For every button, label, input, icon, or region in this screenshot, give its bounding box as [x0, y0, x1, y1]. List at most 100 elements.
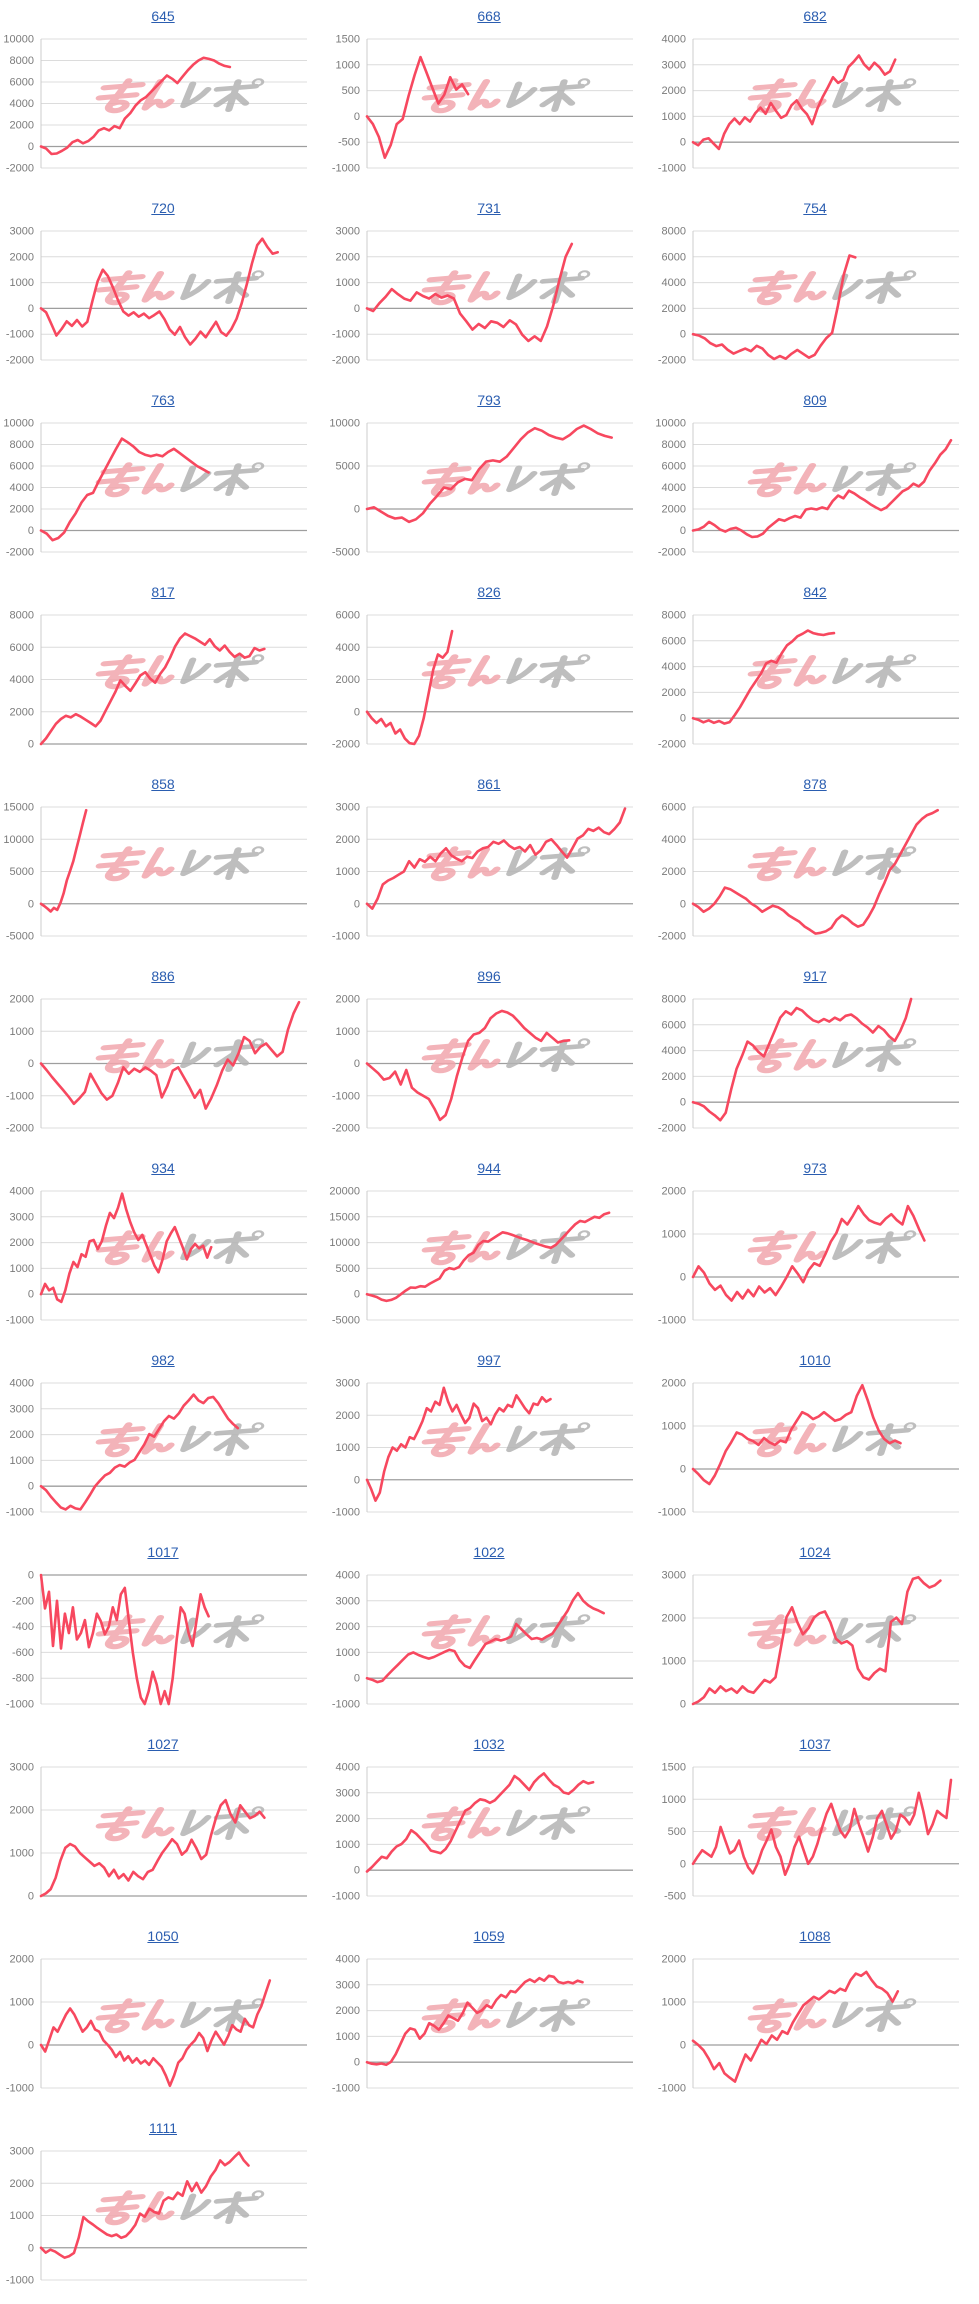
chart-title-link[interactable]: 645: [151, 8, 175, 24]
chart-title-link[interactable]: 731: [477, 200, 501, 216]
watermark-re-stroke: [832, 81, 864, 109]
chart-title-link[interactable]: 858: [151, 776, 175, 792]
watermark-po-stroke: [539, 2012, 563, 2028]
watermark-n-stroke: [467, 1999, 501, 2031]
chart-title-link[interactable]: 682: [803, 8, 827, 24]
watermark-re-stroke: [506, 1617, 538, 1645]
chart-title-link[interactable]: 1111: [148, 2120, 178, 2136]
watermark-minrepo-logo: [95, 1230, 265, 1266]
chart-title-link[interactable]: 1022: [473, 1544, 505, 1560]
watermark-handakuten: [577, 654, 591, 663]
chart-title-link[interactable]: 809: [803, 392, 827, 408]
watermark-po-stroke: [232, 476, 250, 490]
chart-title-link[interactable]: 934: [151, 1160, 175, 1176]
y-tick-label: 2000: [10, 994, 34, 1006]
chart-title-link[interactable]: 754: [803, 200, 827, 216]
chart-title-link[interactable]: 842: [803, 584, 827, 600]
chart-svg: 6000 4000 2000 0 -2000: [332, 610, 633, 751]
watermark-re-stroke: [506, 465, 538, 493]
watermark-re-stroke: [832, 849, 864, 877]
watermark-mi-stroke: [430, 1038, 459, 1074]
chart-title-link[interactable]: 917: [803, 968, 827, 984]
y-tick-label: 4000: [10, 1186, 34, 1198]
watermark-n-stroke: [141, 1039, 175, 1071]
watermark-po-stroke: [865, 668, 889, 684]
chart-svg: 4000 3000 2000 1000 0 -1000: [6, 1378, 307, 1519]
chart-title-link[interactable]: 997: [477, 1352, 501, 1368]
watermark-re-stroke: [506, 2001, 538, 2029]
chart-title-link[interactable]: 982: [151, 1352, 175, 1368]
chart-title-link[interactable]: 1027: [147, 1736, 179, 1752]
chart-cell: 731 3000 2000 1000 0 -1000 -2000: [326, 192, 652, 384]
watermark-minrepo-logo: [421, 654, 591, 690]
chart-title-link[interactable]: 1037: [799, 1736, 831, 1752]
watermark-po-stroke: [884, 1436, 902, 1450]
y-tick-label: 4000: [662, 661, 686, 673]
chart-title-link[interactable]: 1088: [799, 1928, 831, 1944]
y-tick-label: 6000: [662, 635, 686, 647]
watermark-handakuten: [251, 2190, 265, 2199]
chart-cell: 997 3000 2000 1000 0 -1000: [326, 1344, 652, 1536]
watermark-minrepo-logo: [95, 1422, 265, 1458]
watermark-handakuten: [251, 1614, 265, 1623]
chart-title-link[interactable]: 826: [477, 584, 501, 600]
chart-title: 858: [0, 774, 326, 796]
line-series: [691, 808, 940, 935]
line-series: [39, 437, 210, 542]
chart-svg: 3000 2000 1000 0: [10, 1762, 307, 1903]
chart-title-link[interactable]: 668: [477, 8, 501, 24]
y-tick-label: 1000: [10, 1848, 34, 1860]
watermark-mi-stroke: [104, 846, 133, 882]
chart-title-link[interactable]: 1050: [147, 1928, 179, 1944]
chart-title-link[interactable]: 896: [477, 968, 501, 984]
chart-title: 1022: [326, 1542, 652, 1564]
chart-svg: 1500 1000 500 0 -500: [662, 1762, 959, 1903]
watermark-re-stroke: [180, 2001, 212, 2029]
watermark-po-stroke: [213, 1820, 237, 1836]
y-tick-label: -1000: [6, 329, 34, 341]
chart-title-link[interactable]: 878: [803, 776, 827, 792]
chart-title-link[interactable]: 720: [151, 200, 175, 216]
chart-title: 1050: [0, 1926, 326, 1948]
chart-title-link[interactable]: 886: [151, 968, 175, 984]
chart-title-link[interactable]: 1024: [799, 1544, 831, 1560]
chart-cell: 682 4000 3000 2000 1000 0 -1000: [652, 0, 978, 192]
watermark-po-stroke: [539, 1052, 563, 1068]
watermark-n-stroke: [793, 1231, 827, 1263]
chart-svg: 4000 3000 2000 1000 0 -1000: [332, 1954, 633, 2095]
y-tick-label: 2000: [10, 120, 34, 132]
watermark-n-stroke: [467, 271, 501, 303]
chart-svg: 10000 8000 6000 4000 2000 0 -2000: [655, 418, 959, 559]
y-tick-label: 6000: [336, 610, 360, 622]
chart-title-link[interactable]: 817: [151, 584, 175, 600]
chart-svg: 3000 2000 1000 0 -1000: [6, 2146, 307, 2287]
chart-title: 944: [326, 1158, 652, 1180]
chart-title-link[interactable]: 1017: [147, 1544, 179, 1560]
chart-title-link[interactable]: 793: [477, 392, 501, 408]
chart-title: 1032: [326, 1734, 652, 1756]
chart-title-link[interactable]: 1010: [799, 1352, 831, 1368]
watermark-minrepo-logo: [421, 1230, 591, 1266]
watermark-handakuten: [903, 846, 917, 855]
chart-svg: 4000 3000 2000 1000 0 -1000: [332, 1570, 633, 1711]
line-series: [39, 808, 88, 913]
y-tick-label: 1000: [10, 1263, 34, 1275]
watermark-n-stroke: [141, 1999, 175, 2031]
chart-title-link[interactable]: 861: [477, 776, 501, 792]
chart-title-link[interactable]: 973: [803, 1160, 827, 1176]
y-tick-label: -2000: [332, 739, 360, 751]
chart-title-link[interactable]: 1059: [473, 1928, 505, 1944]
chart-title-link[interactable]: 1032: [473, 1736, 505, 1752]
y-tick-label: 2000: [336, 1813, 360, 1825]
watermark-n-stroke: [141, 79, 175, 111]
watermark-handakuten: [251, 1422, 265, 1431]
y-tick-label: 1000: [336, 59, 360, 71]
y-tick-label: 2000: [662, 1071, 686, 1083]
y-tick-label: 10000: [3, 418, 34, 430]
chart-title-link[interactable]: 763: [151, 392, 175, 408]
watermark-mi-stroke: [430, 270, 459, 306]
y-tick-label: 4000: [662, 34, 686, 46]
watermark-mi-stroke: [104, 1614, 133, 1650]
chart-title-link[interactable]: 944: [477, 1160, 501, 1176]
y-tick-label: -1000: [332, 329, 360, 341]
